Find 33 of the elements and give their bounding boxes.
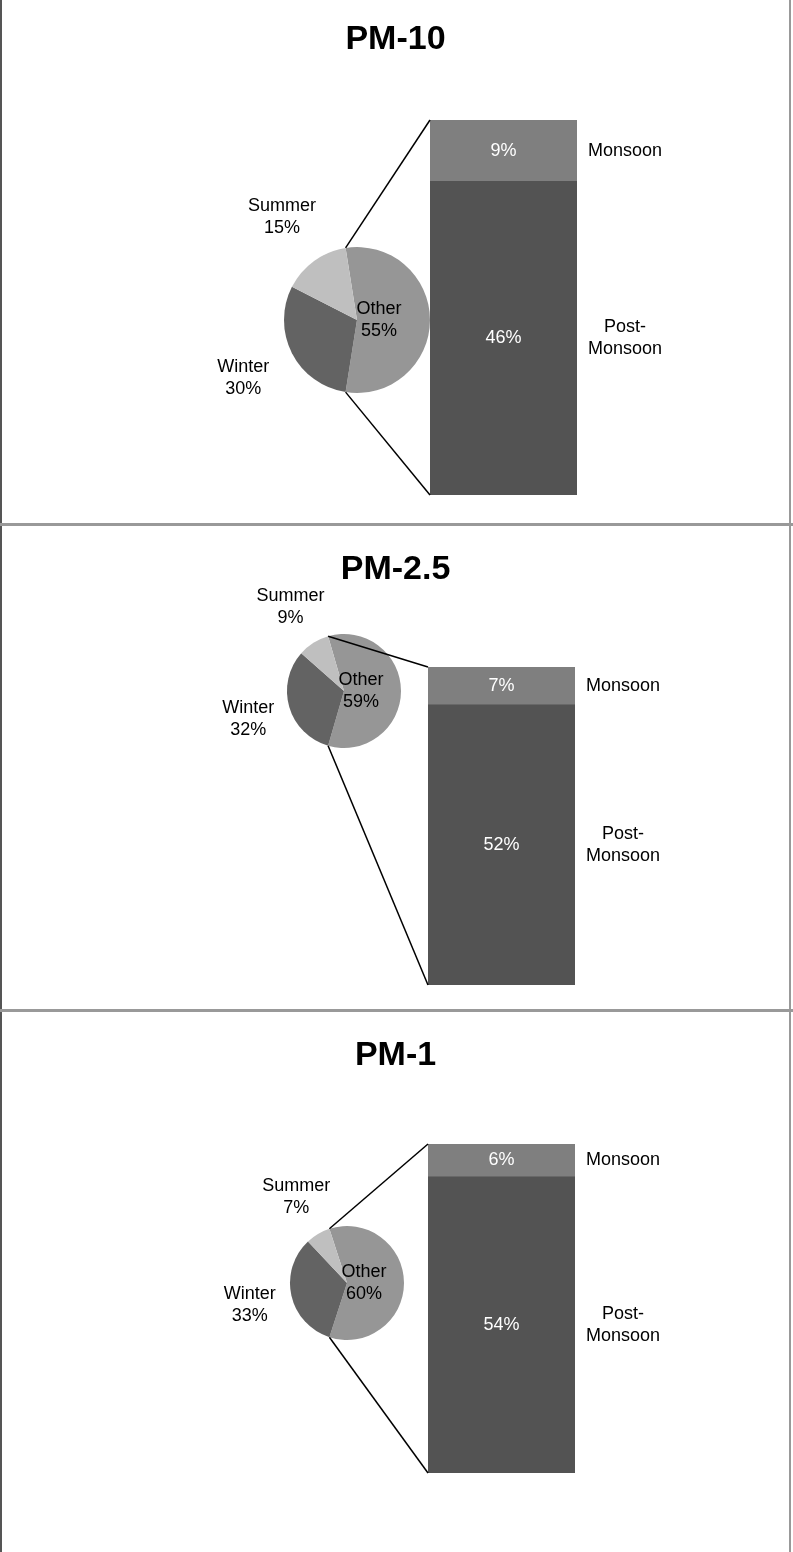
series-label: Post-Monsoon bbox=[585, 1302, 661, 1345]
data-label: 9% bbox=[277, 606, 304, 627]
data-label: 54% bbox=[483, 1313, 520, 1334]
series-label: Post-Monsoon bbox=[585, 822, 661, 865]
slice-label: Summer bbox=[262, 1175, 331, 1196]
data-label: 6% bbox=[488, 1149, 515, 1170]
slice-label: Other bbox=[341, 1260, 387, 1281]
series-label: Monsoon bbox=[585, 1149, 661, 1170]
slice-label: Summer bbox=[256, 584, 325, 605]
data-label: 60% bbox=[346, 1282, 383, 1303]
chart-title: PM-2.5 bbox=[340, 548, 451, 586]
slice-label: Other bbox=[356, 297, 402, 318]
data-label: 30% bbox=[225, 377, 262, 398]
data-label: 33% bbox=[231, 1304, 268, 1325]
data-label: 52% bbox=[483, 833, 520, 854]
chart-title: PM-10 bbox=[344, 18, 447, 57]
slice-label: Summer bbox=[247, 194, 316, 215]
chart-title: PM-1 bbox=[353, 1034, 438, 1073]
slice-label: Winter bbox=[223, 1282, 276, 1303]
data-label: 46% bbox=[485, 327, 522, 348]
series-label: Post-Monsoon bbox=[587, 316, 663, 359]
series-label: Monsoon bbox=[587, 139, 663, 160]
data-label: 7% bbox=[283, 1197, 310, 1218]
data-label: 55% bbox=[360, 319, 397, 340]
slice-label: Winter bbox=[222, 696, 275, 717]
data-label: 7% bbox=[488, 674, 515, 695]
slice-label: Other bbox=[338, 668, 384, 689]
data-label: 15% bbox=[263, 216, 300, 237]
slice-label: Winter bbox=[217, 355, 270, 376]
series-label: Monsoon bbox=[585, 674, 661, 695]
data-label: 59% bbox=[343, 690, 380, 711]
data-label: 9% bbox=[490, 139, 517, 160]
data-label: 32% bbox=[230, 718, 267, 739]
